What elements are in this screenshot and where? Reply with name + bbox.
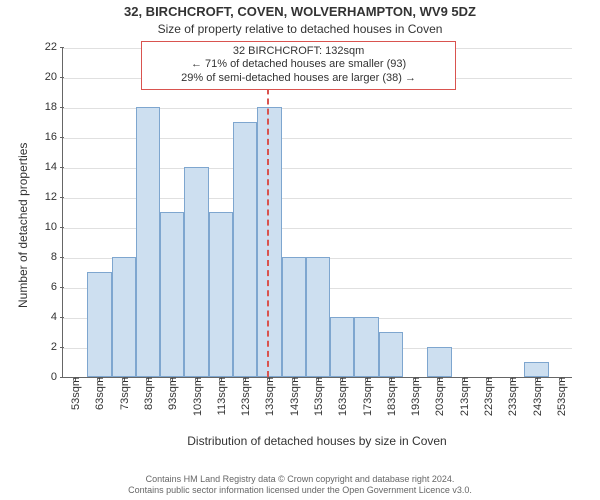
histogram-bar (112, 257, 136, 377)
histogram-bar (160, 212, 184, 377)
x-tick-label: 133sqm (262, 377, 276, 416)
x-tick-label: 243sqm (530, 377, 544, 416)
histogram-bar (427, 347, 451, 377)
x-tick-label: 163sqm (335, 377, 349, 416)
y-axis-label: Number of detached properties (16, 143, 30, 308)
x-tick-label: 203sqm (432, 377, 446, 416)
x-tick-label: 223sqm (481, 377, 495, 416)
y-tick-label: 4 (51, 311, 63, 323)
histogram-bar (306, 257, 330, 377)
annotation-line: ← 71% of detached houses are smaller (93… (146, 58, 452, 72)
y-tick-label: 8 (51, 251, 63, 263)
x-tick-label: 183sqm (384, 377, 398, 416)
histogram-bar (354, 317, 378, 377)
y-tick-label: 20 (45, 71, 63, 83)
y-tick-label: 22 (45, 41, 63, 53)
footer-attribution: Contains HM Land Registry data © Crown c… (0, 474, 600, 496)
x-tick-label: 93sqm (165, 377, 179, 410)
annotation-line: 29% of semi-detached houses are larger (… (146, 72, 452, 86)
x-tick-label: 83sqm (141, 377, 155, 410)
y-tick-label: 2 (51, 341, 63, 353)
histogram-bar (136, 107, 160, 377)
y-tick-label: 16 (45, 131, 63, 143)
x-axis-label: Distribution of detached houses by size … (62, 434, 572, 448)
histogram-bar (209, 212, 233, 377)
histogram-bar (257, 107, 281, 377)
x-tick-label: 53sqm (68, 377, 82, 410)
x-tick-label: 63sqm (92, 377, 106, 410)
chart-title: 32, BIRCHCROFT, COVEN, WOLVERHAMPTON, WV… (0, 4, 600, 19)
annotation-box: 32 BIRCHCROFT: 132sqm← 71% of detached h… (141, 41, 457, 90)
x-tick-label: 213sqm (457, 377, 471, 416)
histogram-bar (330, 317, 354, 377)
histogram-bars (63, 48, 572, 377)
histogram-bar (184, 167, 208, 377)
x-tick-label: 253sqm (554, 377, 568, 416)
y-tick-label: 14 (45, 161, 63, 173)
footer-line: Contains HM Land Registry data © Crown c… (0, 474, 600, 485)
x-tick-label: 73sqm (117, 377, 131, 410)
x-tick-label: 113sqm (214, 377, 228, 415)
x-tick-label: 193sqm (408, 377, 422, 416)
y-tick-label: 6 (51, 281, 63, 293)
histogram-bar (87, 272, 111, 377)
footer-line: Contains public sector information licen… (0, 485, 600, 496)
x-tick-label: 173sqm (360, 377, 374, 416)
histogram-bar (524, 362, 548, 377)
histogram-bar (282, 257, 306, 377)
y-tick-label: 10 (45, 221, 63, 233)
x-tick-label: 123sqm (238, 377, 252, 416)
x-tick-label: 143sqm (287, 377, 301, 416)
chart-subtitle: Size of property relative to detached ho… (0, 22, 600, 36)
y-tick-label: 18 (45, 101, 63, 113)
y-tick-label: 12 (45, 191, 63, 203)
x-tick-label: 153sqm (311, 377, 325, 416)
property-marker-line (267, 48, 269, 377)
histogram-bar (379, 332, 403, 377)
plot-area: 32 BIRCHCROFT: 132sqm← 71% of detached h… (62, 48, 572, 378)
y-tick-label: 0 (51, 371, 63, 383)
x-tick-label: 103sqm (190, 377, 204, 416)
x-tick-label: 233sqm (505, 377, 519, 416)
histogram-bar (233, 122, 257, 377)
annotation-line: 32 BIRCHCROFT: 132sqm (146, 45, 452, 59)
